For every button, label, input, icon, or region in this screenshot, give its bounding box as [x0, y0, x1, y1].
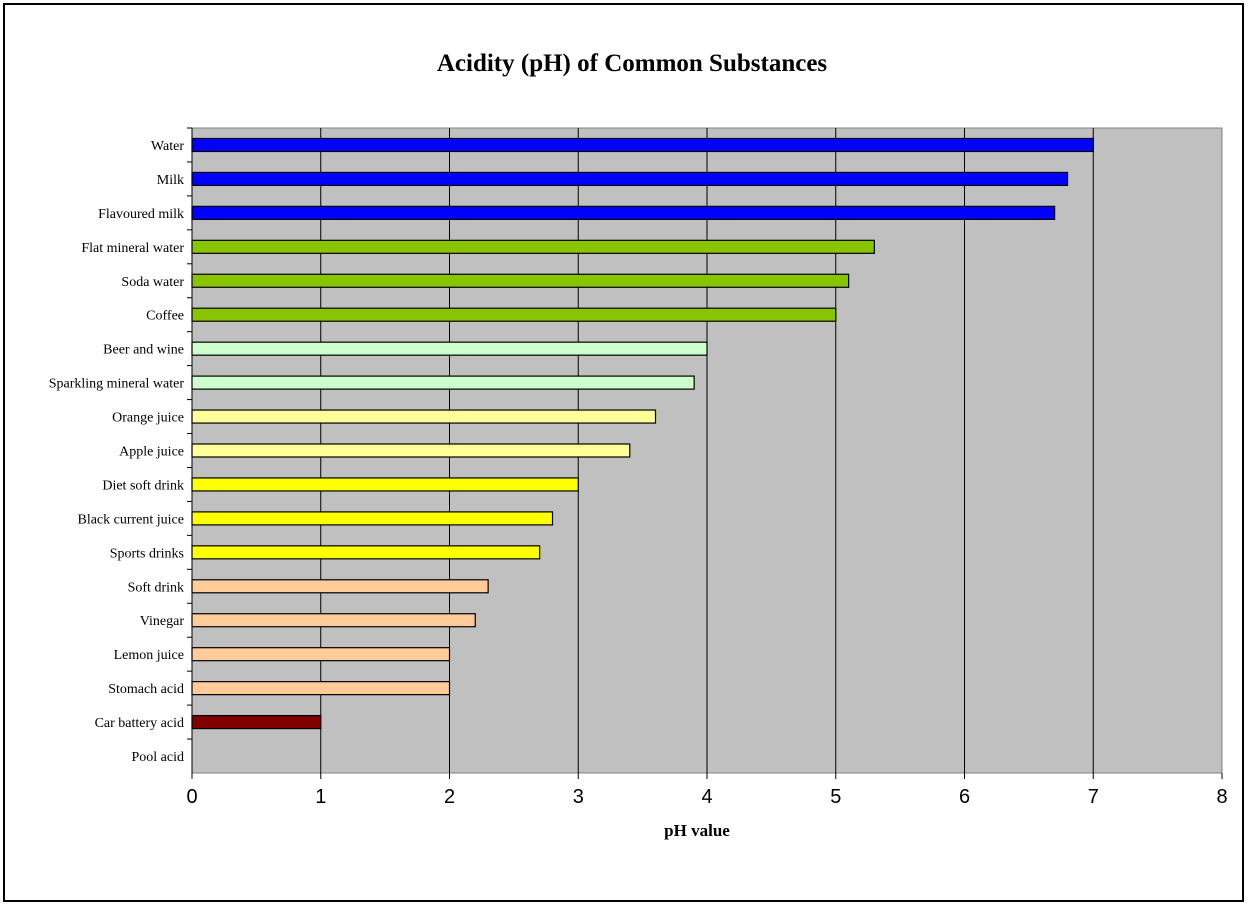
bar: [191, 171, 1069, 187]
bar: [191, 579, 489, 594]
ph-bar-chart: Acidity (pH) of Common Substances 0 1 2 3 4 5…: [49, 50, 1228, 840]
category-label: Soda water: [121, 275, 184, 290]
x-tick-label: 0: [186, 786, 197, 808]
bar: [191, 273, 850, 288]
bar: [191, 477, 579, 492]
bar: [191, 205, 1056, 220]
bar: [191, 341, 708, 356]
chart-frame: Acidity (pH) of Common Substances 0 1 2 3 4 5…: [3, 3, 1244, 902]
category-label: Orange juice: [112, 411, 184, 426]
x-axis-label: pH value: [664, 821, 730, 840]
category-label: Vinegar: [140, 614, 185, 629]
category-label: Soft drink: [128, 580, 184, 595]
category-label: Milk: [157, 173, 184, 188]
bar: [191, 137, 1094, 153]
x-tick-label: 8: [1216, 786, 1227, 808]
category-label: Diet soft drink: [102, 478, 184, 493]
x-tick-label: 6: [959, 786, 970, 808]
bar: [191, 409, 657, 424]
x-tick-label: 7: [1088, 786, 1099, 808]
category-label: Water: [151, 139, 184, 154]
bar: [191, 511, 554, 526]
category-label: Flavoured milk: [98, 207, 184, 222]
category-label: Sparkling mineral water: [49, 377, 185, 392]
x-tick-label: 1: [315, 786, 326, 808]
bar: [191, 307, 837, 322]
category-label: Black current juice: [77, 512, 184, 527]
category-label: Sports drinks: [110, 546, 184, 561]
category-label: Flat mineral water: [81, 241, 184, 256]
bar: [191, 613, 476, 628]
bar: [191, 375, 695, 390]
category-label: Apple juice: [119, 445, 184, 460]
bar: [191, 681, 451, 696]
bar: [191, 647, 451, 662]
x-tick-label: 2: [444, 786, 455, 808]
x-tick-label: 5: [830, 786, 841, 808]
category-label: Car battery acid: [95, 716, 184, 731]
x-tick-label: 3: [573, 786, 584, 808]
x-tick-label: 4: [701, 786, 712, 808]
bar: [191, 545, 541, 560]
plot-area: 0 1 2 3 4 5 6 7 8 Water Milk Flavoured milk Flat min…: [49, 127, 1228, 808]
category-label: Pool acid: [132, 750, 185, 765]
category-label: Lemon juice: [114, 648, 184, 663]
bar: [191, 714, 322, 730]
category-label: Stomach acid: [108, 682, 184, 697]
bar: [191, 443, 631, 458]
chart-title: Acidity (pH) of Common Substances: [437, 50, 828, 77]
bar: [191, 239, 875, 254]
category-label: Coffee: [146, 309, 184, 324]
category-label: Beer and wine: [103, 343, 184, 358]
